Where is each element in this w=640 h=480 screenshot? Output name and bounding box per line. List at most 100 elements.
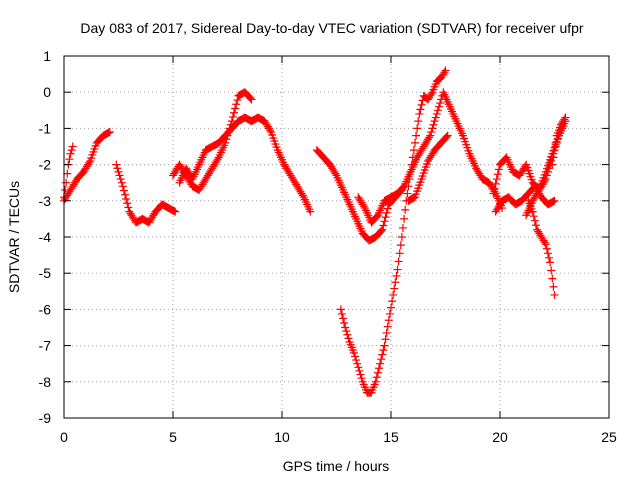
data-point [541, 240, 550, 249]
data-point [409, 146, 418, 155]
data-point [375, 364, 384, 373]
data-point [540, 238, 549, 247]
y-tick-label: 0 [43, 84, 51, 100]
x-tick-label: 25 [601, 429, 617, 445]
data-point [247, 95, 256, 104]
data-point [213, 155, 222, 164]
y-tick-label: -8 [39, 374, 52, 390]
data-point [85, 158, 94, 167]
data-point [105, 128, 114, 137]
data-point [388, 297, 397, 306]
data-point [68, 142, 77, 151]
series-1 [60, 128, 114, 205]
data-point [396, 241, 405, 250]
data-point [372, 373, 381, 382]
data-point [104, 128, 113, 137]
axis-ticks [63, 55, 610, 419]
data-point [550, 290, 559, 299]
data-points [60, 66, 570, 397]
data-point [550, 146, 559, 155]
x-axis-label: GPS time / hours [283, 458, 390, 474]
data-point [548, 274, 557, 283]
data-point [492, 175, 501, 184]
series-2 [112, 160, 180, 227]
data-point [545, 253, 554, 262]
data-point [381, 213, 390, 222]
data-point [117, 178, 126, 187]
data-point [377, 226, 386, 235]
data-point [433, 106, 442, 115]
data-point [412, 131, 421, 140]
x-tick-label: 20 [492, 429, 508, 445]
data-point [431, 113, 440, 122]
data-point [298, 191, 307, 200]
series-8 [354, 88, 507, 227]
data-point [352, 356, 361, 365]
data-point [114, 167, 123, 176]
data-point [551, 138, 560, 147]
data-point [543, 249, 552, 258]
data-point [443, 131, 452, 140]
data-point [121, 190, 130, 199]
series-7 [336, 66, 450, 397]
y-tick-label: -6 [39, 301, 52, 317]
data-point [546, 258, 555, 267]
data-point [378, 350, 387, 359]
data-point [118, 182, 127, 191]
data-point [381, 335, 390, 344]
data-point [440, 68, 449, 77]
data-point [383, 204, 392, 213]
data-point [357, 374, 366, 383]
data-point [550, 196, 559, 205]
data-point [392, 271, 401, 280]
data-point [561, 113, 570, 122]
chart-title: Day 083 of 2017, Sidereal Day-to-day VTE… [80, 20, 584, 36]
y-tick-label: -9 [39, 410, 52, 426]
data-point [340, 318, 349, 327]
data-point [416, 105, 425, 114]
data-point [549, 197, 558, 206]
data-point [391, 278, 400, 287]
data-point [67, 146, 76, 155]
data-point [417, 100, 426, 109]
data-point [425, 133, 434, 142]
data-point [112, 160, 121, 169]
data-point [414, 117, 423, 126]
data-point [113, 164, 122, 173]
data-point [398, 223, 407, 232]
series-9 [404, 131, 452, 205]
data-point [531, 221, 540, 230]
data-point [427, 128, 436, 137]
data-point [380, 217, 389, 226]
data-point [393, 265, 402, 274]
data-point [373, 368, 382, 377]
series-6 [312, 146, 406, 245]
data-point [380, 341, 389, 350]
series-14 [548, 113, 570, 169]
data-point [246, 94, 255, 103]
data-point [63, 169, 72, 178]
y-tick-label: -5 [39, 265, 52, 281]
data-point [430, 117, 439, 126]
data-point [339, 314, 348, 323]
data-point [426, 131, 435, 140]
data-point [529, 212, 538, 221]
data-point [119, 186, 128, 195]
y-tick-label: 1 [43, 48, 51, 64]
data-point [560, 115, 569, 124]
data-point [349, 348, 358, 357]
data-point [491, 179, 500, 188]
data-point [115, 171, 124, 180]
data-point [427, 90, 436, 99]
data-point [434, 102, 443, 111]
x-tick-label: 10 [274, 429, 290, 445]
data-point [549, 282, 558, 291]
data-point [494, 165, 503, 174]
data-point [233, 96, 242, 105]
data-point [356, 370, 365, 379]
x-tick-label: 0 [60, 429, 68, 445]
data-point [410, 138, 419, 147]
data-point [377, 355, 386, 364]
